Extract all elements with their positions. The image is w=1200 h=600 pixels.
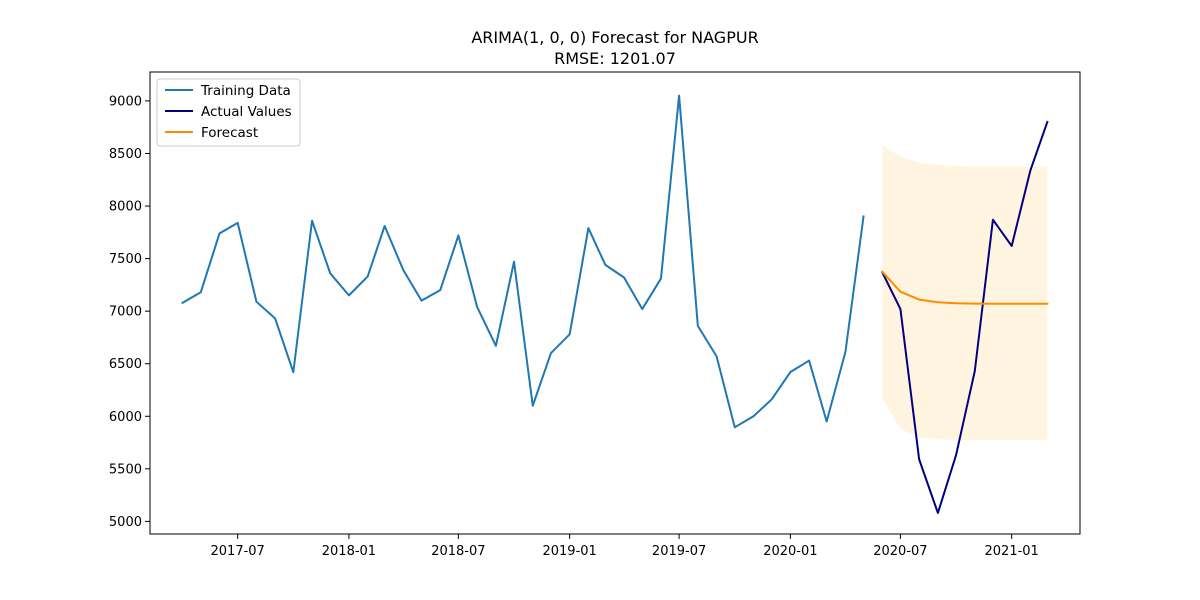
y-tick-label: 5000 [109, 515, 142, 530]
series-line-actual-values [880, 120, 1049, 514]
y-tick-label: 6500 [109, 357, 142, 372]
legend-label-forecast: Forecast [201, 125, 258, 141]
chart-subtitle: RMSE: 1201.07 [554, 49, 676, 68]
plot-frame [149, 71, 1081, 535]
chart-title: ARIMA(1, 0, 0) Forecast for NAGPUR [471, 28, 758, 47]
y-tick-label: 8500 [109, 147, 142, 162]
x-tick-label: 2020-07 [873, 544, 927, 559]
x-axis: 2017-07 2018-01 2018-07 2019-01 2019-07 2020-… [211, 534, 1039, 559]
y-tick-label: 8000 [109, 200, 142, 215]
series-layer [181, 94, 1049, 514]
y-axis: 5000 5500 6000 6500 7000 7500 8000 8500 9000 [109, 94, 150, 530]
legend-label-training: Training Data [200, 83, 291, 99]
x-tick-label: 2021-01 [985, 544, 1039, 559]
y-tick-label: 5500 [109, 462, 142, 477]
x-tick-label: 2017-07 [211, 544, 265, 559]
x-tick-label: 2019-01 [542, 544, 596, 559]
plot-area [150, 72, 1080, 534]
series-line-forecast [880, 270, 1049, 305]
y-tick-label: 6000 [109, 410, 142, 425]
y-tick-label: 7500 [109, 252, 142, 267]
x-tick-label: 2019-07 [652, 544, 706, 559]
series-line-training-data [181, 94, 865, 429]
y-tick-label: 7000 [109, 305, 142, 320]
confidence-band-layer [882, 145, 1048, 440]
x-tick-label: 2020-01 [763, 544, 817, 559]
y-tick-label: 9000 [109, 94, 142, 109]
legend: Training Data Actual Values Forecast [156, 78, 301, 147]
legend-label-actual: Actual Values [201, 104, 292, 120]
confidence-band [882, 145, 1048, 440]
x-tick-label: 2018-07 [431, 544, 485, 559]
x-tick-label: 2018-01 [322, 544, 376, 559]
legend-box [156, 78, 301, 147]
